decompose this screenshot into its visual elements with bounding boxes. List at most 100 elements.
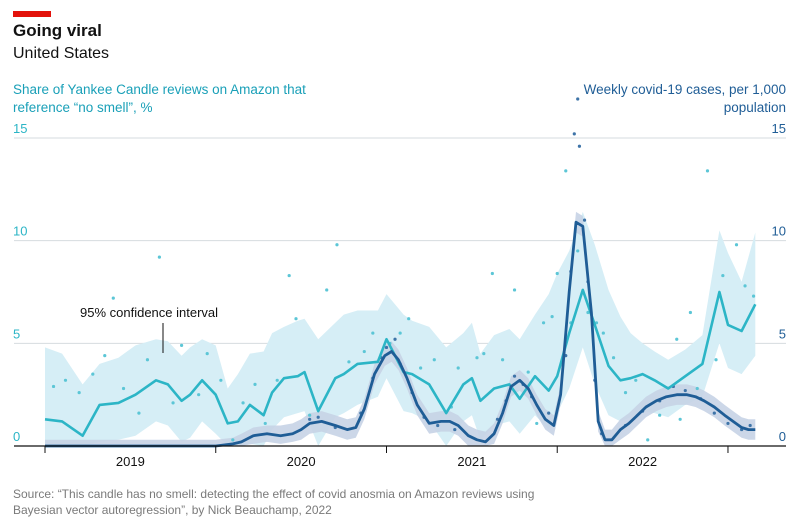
reviews-share-line [44, 288, 757, 437]
reviews-observed-point [705, 169, 710, 173]
reviews-observed-point [253, 382, 257, 386]
y-tick-label-left: 15 [13, 121, 27, 136]
covid-observed-point [384, 345, 389, 350]
reviews-observed-point [611, 356, 616, 360]
y-tick-label-left: 0 [13, 429, 20, 444]
right-axis-label: Weekly covid-19 cases, per 1,000 populat… [583, 82, 786, 115]
reviews-observed-point [419, 366, 423, 370]
reviews-observed-point [121, 386, 126, 391]
reviews-observed-point [219, 378, 223, 382]
covid-observed-point [453, 427, 457, 432]
reviews-observed-point [111, 296, 115, 300]
covid-observed-point [572, 132, 576, 136]
x-tick-label: 2019 [116, 454, 145, 469]
reviews-observed-point [171, 401, 175, 405]
confidence-bands [45, 211, 756, 446]
reviews-observed-point [541, 321, 546, 325]
reviews-observed-point [407, 317, 411, 321]
covid-observed-point [436, 423, 440, 428]
reviews-observed-point [51, 384, 56, 389]
confidence-interval-annotation: 95% confidence interval [80, 305, 218, 320]
chart-svg: 0 0 5 5 10 10 15 15 2019 2020 2021 2022 95% confide… [13, 97, 786, 469]
reviews-observed-point [512, 288, 517, 292]
reviews-observed-point [137, 411, 141, 415]
reviews-confidence-band [45, 211, 756, 446]
reviews-observed-point [634, 378, 638, 382]
reviews-observed-point [564, 169, 568, 173]
reviews-observed-point [714, 358, 718, 362]
reviews-observed-point [743, 284, 747, 288]
brand-accent-bar [13, 11, 51, 17]
covid-observed-point [748, 423, 752, 428]
reviews-observed-point [398, 331, 402, 335]
reviews-observed-point [197, 393, 201, 397]
x-tick-label: 2022 [628, 454, 657, 469]
reviews-observed-point [157, 255, 161, 259]
x-tick-label: 2021 [457, 454, 486, 469]
y-tick-label-right: 0 [779, 429, 786, 444]
reviews-observed-point [678, 417, 682, 421]
reviews-observed-point [91, 372, 95, 376]
reviews-observed-point [646, 438, 650, 442]
covid-observed-point [547, 411, 551, 415]
y-tick-label-left: 10 [13, 224, 27, 239]
reviews-observed-point [432, 358, 436, 362]
reviews-observed-point [490, 271, 494, 276]
reviews-observed-point [263, 421, 267, 426]
reviews-observed-point [231, 438, 235, 442]
x-tick-label: 2020 [287, 454, 316, 469]
reviews-observed-point [103, 354, 107, 358]
reviews-observed-point [721, 273, 725, 278]
annotation-group: 95% confidence interval [80, 305, 218, 353]
reviews-observed-point [325, 288, 329, 292]
reviews-observed-point [475, 356, 479, 360]
reviews-observed-point [695, 386, 699, 391]
reviews-observed-point [205, 352, 209, 356]
series-lines [44, 220, 757, 448]
reviews-observed-point [145, 358, 150, 362]
reviews-observed-point [623, 391, 628, 395]
reviews-observed-point [275, 378, 279, 382]
reviews-observed-point [535, 421, 539, 426]
chart-title: Going viral [13, 21, 102, 40]
y-tick-label-right: 5 [779, 326, 786, 341]
reviews-observed-point [550, 315, 554, 319]
reviews-observed-point [77, 391, 81, 395]
y-tick-label-right: 10 [772, 224, 786, 239]
reviews-observed-point [179, 343, 184, 347]
covid-observed-point [316, 415, 320, 419]
reviews-observed-point [63, 378, 68, 382]
reviews-observed-point [294, 317, 298, 321]
covid-observed-point [577, 144, 582, 148]
covid-observed-point [582, 218, 587, 222]
reviews-observed-point [362, 349, 366, 354]
x-axis [14, 445, 786, 453]
tick-labels: 0 0 5 5 10 10 15 15 2019 2020 2021 2022 [13, 121, 786, 469]
reviews-observed-point [371, 331, 375, 335]
reviews-observed-point [688, 310, 693, 315]
y-tick-label-right: 15 [772, 121, 786, 136]
left-axis-label: Share of Yankee Candle reviews on Amazon… [13, 82, 306, 115]
y-tick-label-left: 5 [13, 326, 20, 341]
covid-observed-point [726, 421, 730, 426]
reviews-observed-point [555, 271, 559, 276]
reviews-observed-point [658, 413, 662, 417]
chart-subtitle: United States [13, 45, 110, 62]
reviews-observed-point [241, 401, 245, 405]
reviews-observed-point [482, 352, 486, 356]
covid-observed-point [683, 388, 687, 393]
reviews-observed-point [675, 337, 679, 341]
covid-observed-point [712, 411, 716, 415]
reviews-observed-point [526, 370, 530, 374]
covid-observed-point [512, 374, 517, 378]
covid-observed-point [393, 337, 397, 341]
reviews-observed-point [456, 366, 460, 370]
reviews-observed-point [734, 243, 739, 247]
reviews-observed-point [586, 310, 590, 315]
reviews-observed-point [601, 331, 605, 335]
reviews-observed-point [308, 413, 312, 417]
reviews-observed-point [335, 243, 339, 247]
covid-cases-line [45, 220, 756, 448]
covid-observed-point [576, 97, 580, 101]
reviews-observed-point [287, 273, 291, 278]
